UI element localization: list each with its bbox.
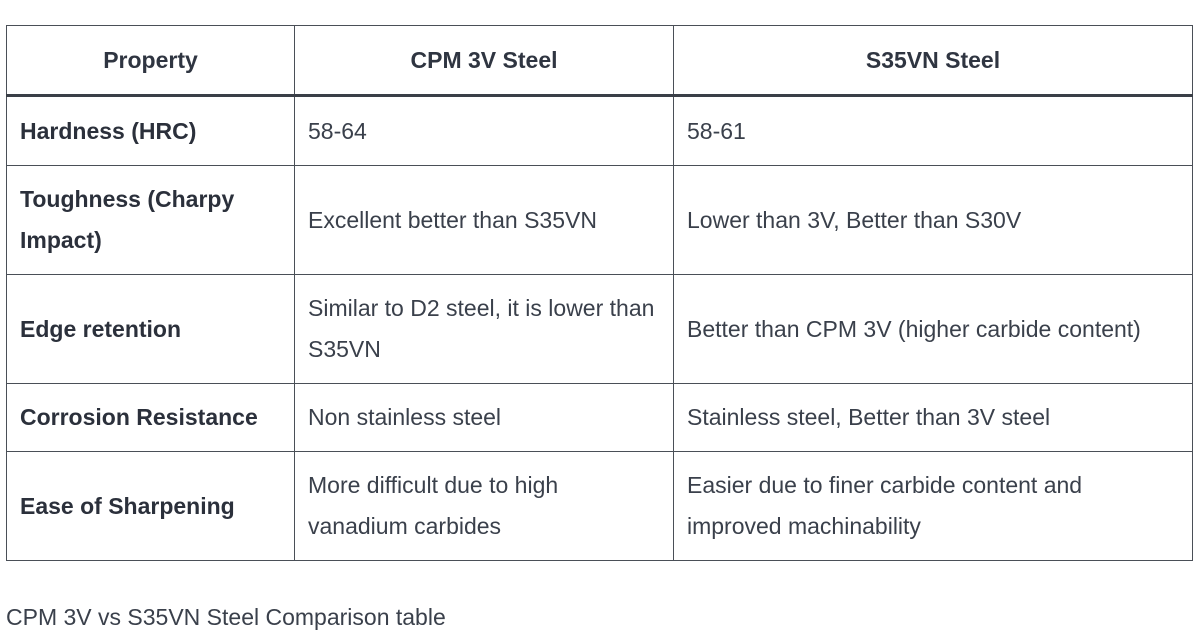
row-s35vn-value: Lower than 3V, Better than S30V (673, 165, 1193, 275)
row-s35vn-value: 58-61 (673, 95, 1193, 166)
row-property: Hardness (HRC) (6, 95, 295, 166)
table-row: Ease of Sharpening More difficult due to… (6, 451, 1193, 561)
row-cpm3v-value: Similar to D2 steel, it is lower than S3… (294, 274, 674, 384)
header-property: Property (6, 25, 295, 97)
table-row: Hardness (HRC) 58-64 58-61 (6, 95, 1193, 166)
row-s35vn-value: Better than CPM 3V (higher carbide conte… (673, 274, 1193, 384)
row-cpm3v-value: Excellent better than S35VN (294, 165, 674, 275)
row-cpm3v-value: More difficult due to high vanadium carb… (294, 451, 674, 561)
header-cpm3v: CPM 3V Steel (294, 25, 674, 97)
row-s35vn-value: Easier due to finer carbide content and … (673, 451, 1193, 561)
table-row: Edge retention Similar to D2 steel, it i… (6, 274, 1193, 384)
header-s35vn: S35VN Steel (673, 25, 1193, 97)
table-row: Corrosion Resistance Non stainless steel… (6, 383, 1193, 452)
row-property: Corrosion Resistance (6, 383, 295, 452)
table-caption: CPM 3V vs S35VN Steel Comparison table (6, 604, 446, 630)
row-cpm3v-value: Non stainless steel (294, 383, 674, 452)
row-property: Toughness (Charpy Impact) (6, 165, 295, 275)
table-header-row: Property CPM 3V Steel S35VN Steel (6, 25, 1193, 97)
row-cpm3v-value: 58-64 (294, 95, 674, 166)
table-row: Toughness (Charpy Impact) Excellent bett… (6, 165, 1193, 275)
row-property: Edge retention (6, 274, 295, 384)
comparison-table: Property CPM 3V Steel S35VN Steel Hardne… (6, 25, 1193, 561)
row-property: Ease of Sharpening (6, 451, 295, 561)
row-s35vn-value: Stainless steel, Better than 3V steel (673, 383, 1193, 452)
comparison-table-container: Property CPM 3V Steel S35VN Steel Hardne… (6, 25, 1193, 561)
